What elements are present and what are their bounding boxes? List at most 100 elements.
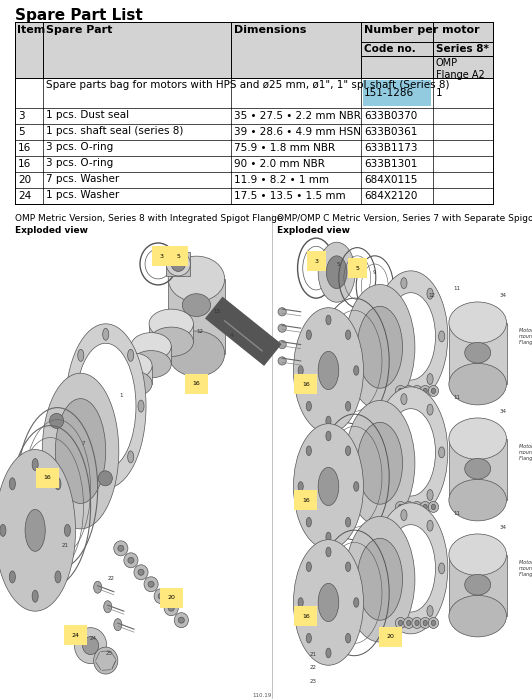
Ellipse shape: [168, 256, 225, 302]
Text: 110.19: 110.19: [252, 693, 271, 698]
Text: 16: 16: [302, 498, 310, 503]
Ellipse shape: [358, 422, 403, 504]
Ellipse shape: [401, 278, 407, 288]
Ellipse shape: [174, 612, 188, 628]
Text: OMP/OMP C Metric Version, Series 7 with Separate Spigot Flange: OMP/OMP C Metric Version, Series 7 with …: [277, 214, 532, 223]
Ellipse shape: [306, 446, 311, 456]
Text: OMP
Flange A2: OMP Flange A2: [436, 58, 485, 80]
Ellipse shape: [386, 525, 436, 612]
Ellipse shape: [278, 357, 286, 365]
Ellipse shape: [404, 501, 414, 512]
Text: 11: 11: [454, 286, 461, 291]
Ellipse shape: [438, 331, 445, 342]
Ellipse shape: [406, 620, 411, 626]
Ellipse shape: [423, 504, 427, 510]
Ellipse shape: [427, 489, 433, 500]
Text: 1 pcs. shaft seal (series 8): 1 pcs. shaft seal (series 8): [46, 126, 184, 136]
Ellipse shape: [412, 617, 422, 629]
Ellipse shape: [346, 562, 351, 571]
Ellipse shape: [294, 308, 363, 433]
Ellipse shape: [182, 294, 211, 316]
Ellipse shape: [326, 547, 331, 556]
Ellipse shape: [412, 501, 422, 512]
Ellipse shape: [0, 449, 76, 611]
Ellipse shape: [346, 634, 351, 643]
Ellipse shape: [374, 503, 448, 634]
Ellipse shape: [306, 562, 311, 571]
Text: 633B1173: 633B1173: [364, 143, 418, 153]
Ellipse shape: [32, 590, 38, 602]
Bar: [99, 384, 132, 402]
Ellipse shape: [116, 371, 152, 396]
Ellipse shape: [78, 349, 84, 361]
Bar: [15, 172, 493, 188]
Text: 21: 21: [310, 652, 317, 657]
Ellipse shape: [326, 315, 331, 325]
Ellipse shape: [420, 617, 430, 629]
Bar: [166, 252, 190, 276]
Ellipse shape: [354, 482, 359, 491]
Ellipse shape: [318, 242, 355, 302]
Ellipse shape: [0, 524, 6, 536]
Text: 16: 16: [302, 614, 310, 619]
Ellipse shape: [78, 451, 84, 463]
Ellipse shape: [380, 587, 386, 598]
Ellipse shape: [380, 355, 386, 365]
Ellipse shape: [427, 520, 433, 531]
Ellipse shape: [149, 327, 194, 356]
Ellipse shape: [401, 616, 407, 627]
Ellipse shape: [55, 398, 106, 503]
Text: 1 pcs. Washer: 1 pcs. Washer: [46, 190, 119, 200]
Ellipse shape: [76, 343, 136, 469]
Ellipse shape: [449, 302, 506, 344]
Ellipse shape: [420, 386, 430, 396]
Text: Exploded view: Exploded view: [277, 226, 350, 235]
Text: 34: 34: [500, 293, 507, 298]
Text: Dimensions: Dimensions: [234, 25, 306, 35]
Text: 11: 11: [454, 395, 461, 400]
Text: 633B0370: 633B0370: [364, 111, 417, 121]
Text: 12: 12: [428, 293, 435, 298]
Ellipse shape: [306, 330, 311, 340]
Ellipse shape: [401, 384, 407, 395]
Text: 75.9 • 1.8 mm NBR: 75.9 • 1.8 mm NBR: [234, 143, 335, 153]
Bar: [131, 346, 171, 364]
Text: 633B1301: 633B1301: [364, 159, 418, 169]
Text: 34: 34: [500, 409, 507, 414]
Ellipse shape: [326, 648, 331, 658]
Text: 35 • 27.5 • 2.2 mm NBR: 35 • 27.5 • 2.2 mm NBR: [234, 111, 361, 121]
Ellipse shape: [326, 532, 331, 542]
Text: Exploded view: Exploded view: [15, 226, 88, 235]
Text: 16: 16: [18, 143, 31, 153]
Ellipse shape: [306, 517, 311, 527]
Text: Series 8*: Series 8*: [436, 44, 489, 54]
Ellipse shape: [138, 569, 144, 575]
Text: 3 pcs. O-ring: 3 pcs. O-ring: [46, 158, 113, 168]
Text: 7 pcs. Washer: 7 pcs. Washer: [46, 174, 119, 184]
Ellipse shape: [327, 256, 347, 288]
Ellipse shape: [354, 598, 359, 607]
Text: 5: 5: [177, 254, 180, 259]
Text: 1 pcs. Dust seal: 1 pcs. Dust seal: [46, 110, 129, 120]
Ellipse shape: [449, 363, 506, 405]
Ellipse shape: [318, 468, 339, 505]
Ellipse shape: [98, 471, 112, 486]
Ellipse shape: [124, 553, 138, 568]
Ellipse shape: [380, 307, 386, 318]
Ellipse shape: [118, 545, 124, 552]
Text: 16: 16: [193, 382, 201, 386]
Ellipse shape: [386, 409, 436, 496]
Ellipse shape: [294, 424, 363, 550]
Ellipse shape: [449, 418, 506, 459]
Text: Spare Part: Spare Part: [46, 25, 112, 35]
Ellipse shape: [318, 351, 339, 390]
Ellipse shape: [10, 478, 15, 490]
Text: 5: 5: [337, 262, 340, 267]
Ellipse shape: [168, 606, 174, 611]
Ellipse shape: [138, 400, 144, 412]
Ellipse shape: [398, 620, 403, 626]
Text: 9: 9: [373, 270, 377, 274]
Ellipse shape: [55, 571, 61, 583]
Ellipse shape: [386, 293, 436, 380]
Bar: [15, 124, 493, 140]
